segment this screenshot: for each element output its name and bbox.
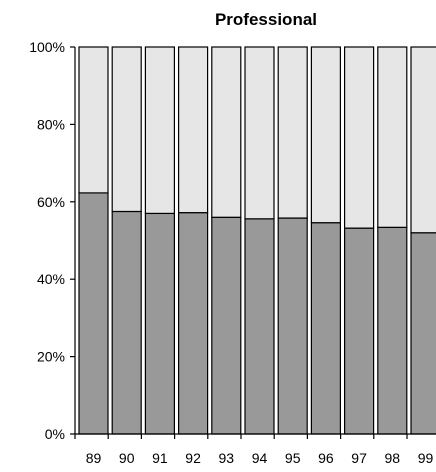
bar-segment-upper (310, 46, 341, 224)
y-tick-label: 0% (45, 426, 65, 442)
bar-segment-lower (344, 227, 375, 435)
chart-title: Professional (215, 10, 317, 29)
y-tick-label: 100% (29, 39, 65, 55)
bar-segment-lower (111, 210, 142, 435)
x-tick-label: 93 (219, 450, 235, 466)
x-tick-label: 94 (252, 450, 268, 466)
bar-segment-lower (178, 212, 209, 435)
y-tick-label: 60% (37, 194, 65, 210)
axes-layer: 0% 20% 40% 60% 80% 100% 89 90 91 92 93 94 95 96 97 98 99 (29, 39, 436, 466)
bar-segment-upper (244, 46, 275, 220)
bar-segment-lower (244, 218, 275, 435)
bar-segment-upper (78, 46, 109, 194)
bar-segment-upper (410, 46, 436, 234)
bar-segment-lower (144, 212, 175, 435)
bars-layer (78, 46, 436, 435)
bar-segment-lower (310, 222, 341, 435)
bar-segment-upper (144, 46, 175, 215)
y-tick-label: 80% (37, 116, 65, 132)
y-tick-label: 40% (37, 271, 65, 287)
bar-segment-upper (344, 46, 375, 229)
x-tick-label: 97 (351, 450, 367, 466)
bar-segment-upper (377, 46, 408, 228)
bar-segment-lower (410, 232, 436, 435)
y-tick-label: 20% (37, 349, 65, 365)
x-tick-label: 95 (285, 450, 301, 466)
bar-segment-upper (111, 46, 142, 213)
x-tick-label: 91 (152, 450, 168, 466)
x-tick-label: 98 (385, 450, 401, 466)
x-tick-label: 89 (86, 450, 102, 466)
bar-segment-upper (211, 46, 242, 218)
x-tick-label: 96 (318, 450, 334, 466)
x-tick-label: 92 (185, 450, 201, 466)
x-tick-label: 90 (119, 450, 135, 466)
x-tick-label: 99 (418, 450, 434, 466)
bar-segment-lower (277, 217, 308, 435)
bar-segment-lower (211, 216, 242, 435)
bar-segment-lower (377, 226, 408, 435)
bar-segment-upper (178, 46, 209, 214)
bar-segment-lower (78, 192, 109, 435)
bar-segment-upper (277, 46, 308, 219)
